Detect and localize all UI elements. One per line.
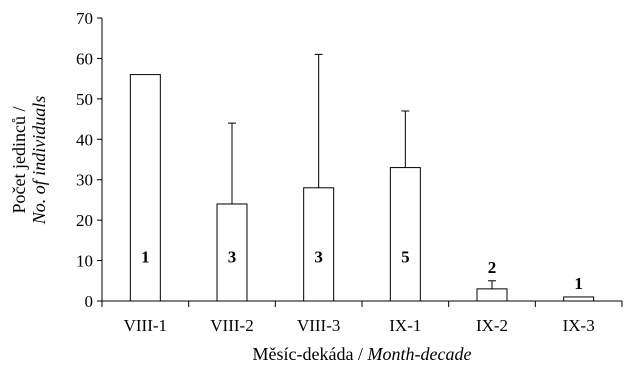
bar-IX-3: [563, 296, 595, 302]
y-tick-label: 50: [76, 90, 93, 109]
x-tick-label: VIII-2: [210, 316, 253, 335]
y-tick-label: 60: [76, 49, 93, 68]
y-tick-label: 10: [76, 252, 93, 271]
error-bars: [228, 53, 496, 289]
x-axis-title-plain: Měsíc-dekáda /: [253, 344, 368, 364]
y-axis-title-line2: No. of individuals: [29, 96, 49, 226]
x-tick-label: IX-1: [389, 316, 421, 335]
y-tick-label: 70: [76, 9, 93, 28]
sample-size-label: 1: [574, 274, 583, 293]
y-axis-title-line1: Počet jedinců /: [9, 107, 29, 214]
y-tick-label: 30: [76, 171, 93, 190]
x-axis-title-italic: Month-decade: [366, 344, 471, 364]
y-axis: 0 10 20 30 40 50 60 70: [76, 9, 103, 311]
x-axis: [101, 300, 623, 307]
bars: [129, 74, 595, 302]
sample-size-label: 1: [141, 248, 150, 267]
sample-size-label: 3: [314, 248, 323, 267]
y-tick-label: 0: [85, 292, 94, 311]
x-tick-label: VIII-1: [124, 316, 167, 335]
sample-size-labels: 1 3 3 5 2 1: [141, 248, 583, 293]
x-axis-title: Měsíc-dekáda / Month-decade: [253, 344, 472, 364]
bar-IX-1: [389, 167, 421, 302]
bar-VIII-3: [303, 187, 335, 302]
bar-IX-2: [476, 288, 508, 302]
bar-VIII-1: [129, 74, 161, 302]
x-tick-label: IX-2: [476, 316, 508, 335]
y-tick-label: 40: [76, 130, 93, 149]
y-tick-label: 20: [76, 211, 93, 230]
bar-VIII-2: [216, 203, 248, 302]
x-tick-label: IX-3: [563, 316, 595, 335]
sample-size-label: 5: [401, 248, 410, 267]
x-tick-labels: VIII-1 VIII-2 VIII-3 IX-1 IX-2 IX-3: [124, 316, 595, 335]
sample-size-label: 3: [228, 248, 237, 267]
x-tick-label: VIII-3: [297, 316, 340, 335]
sample-size-label: 2: [488, 258, 497, 277]
